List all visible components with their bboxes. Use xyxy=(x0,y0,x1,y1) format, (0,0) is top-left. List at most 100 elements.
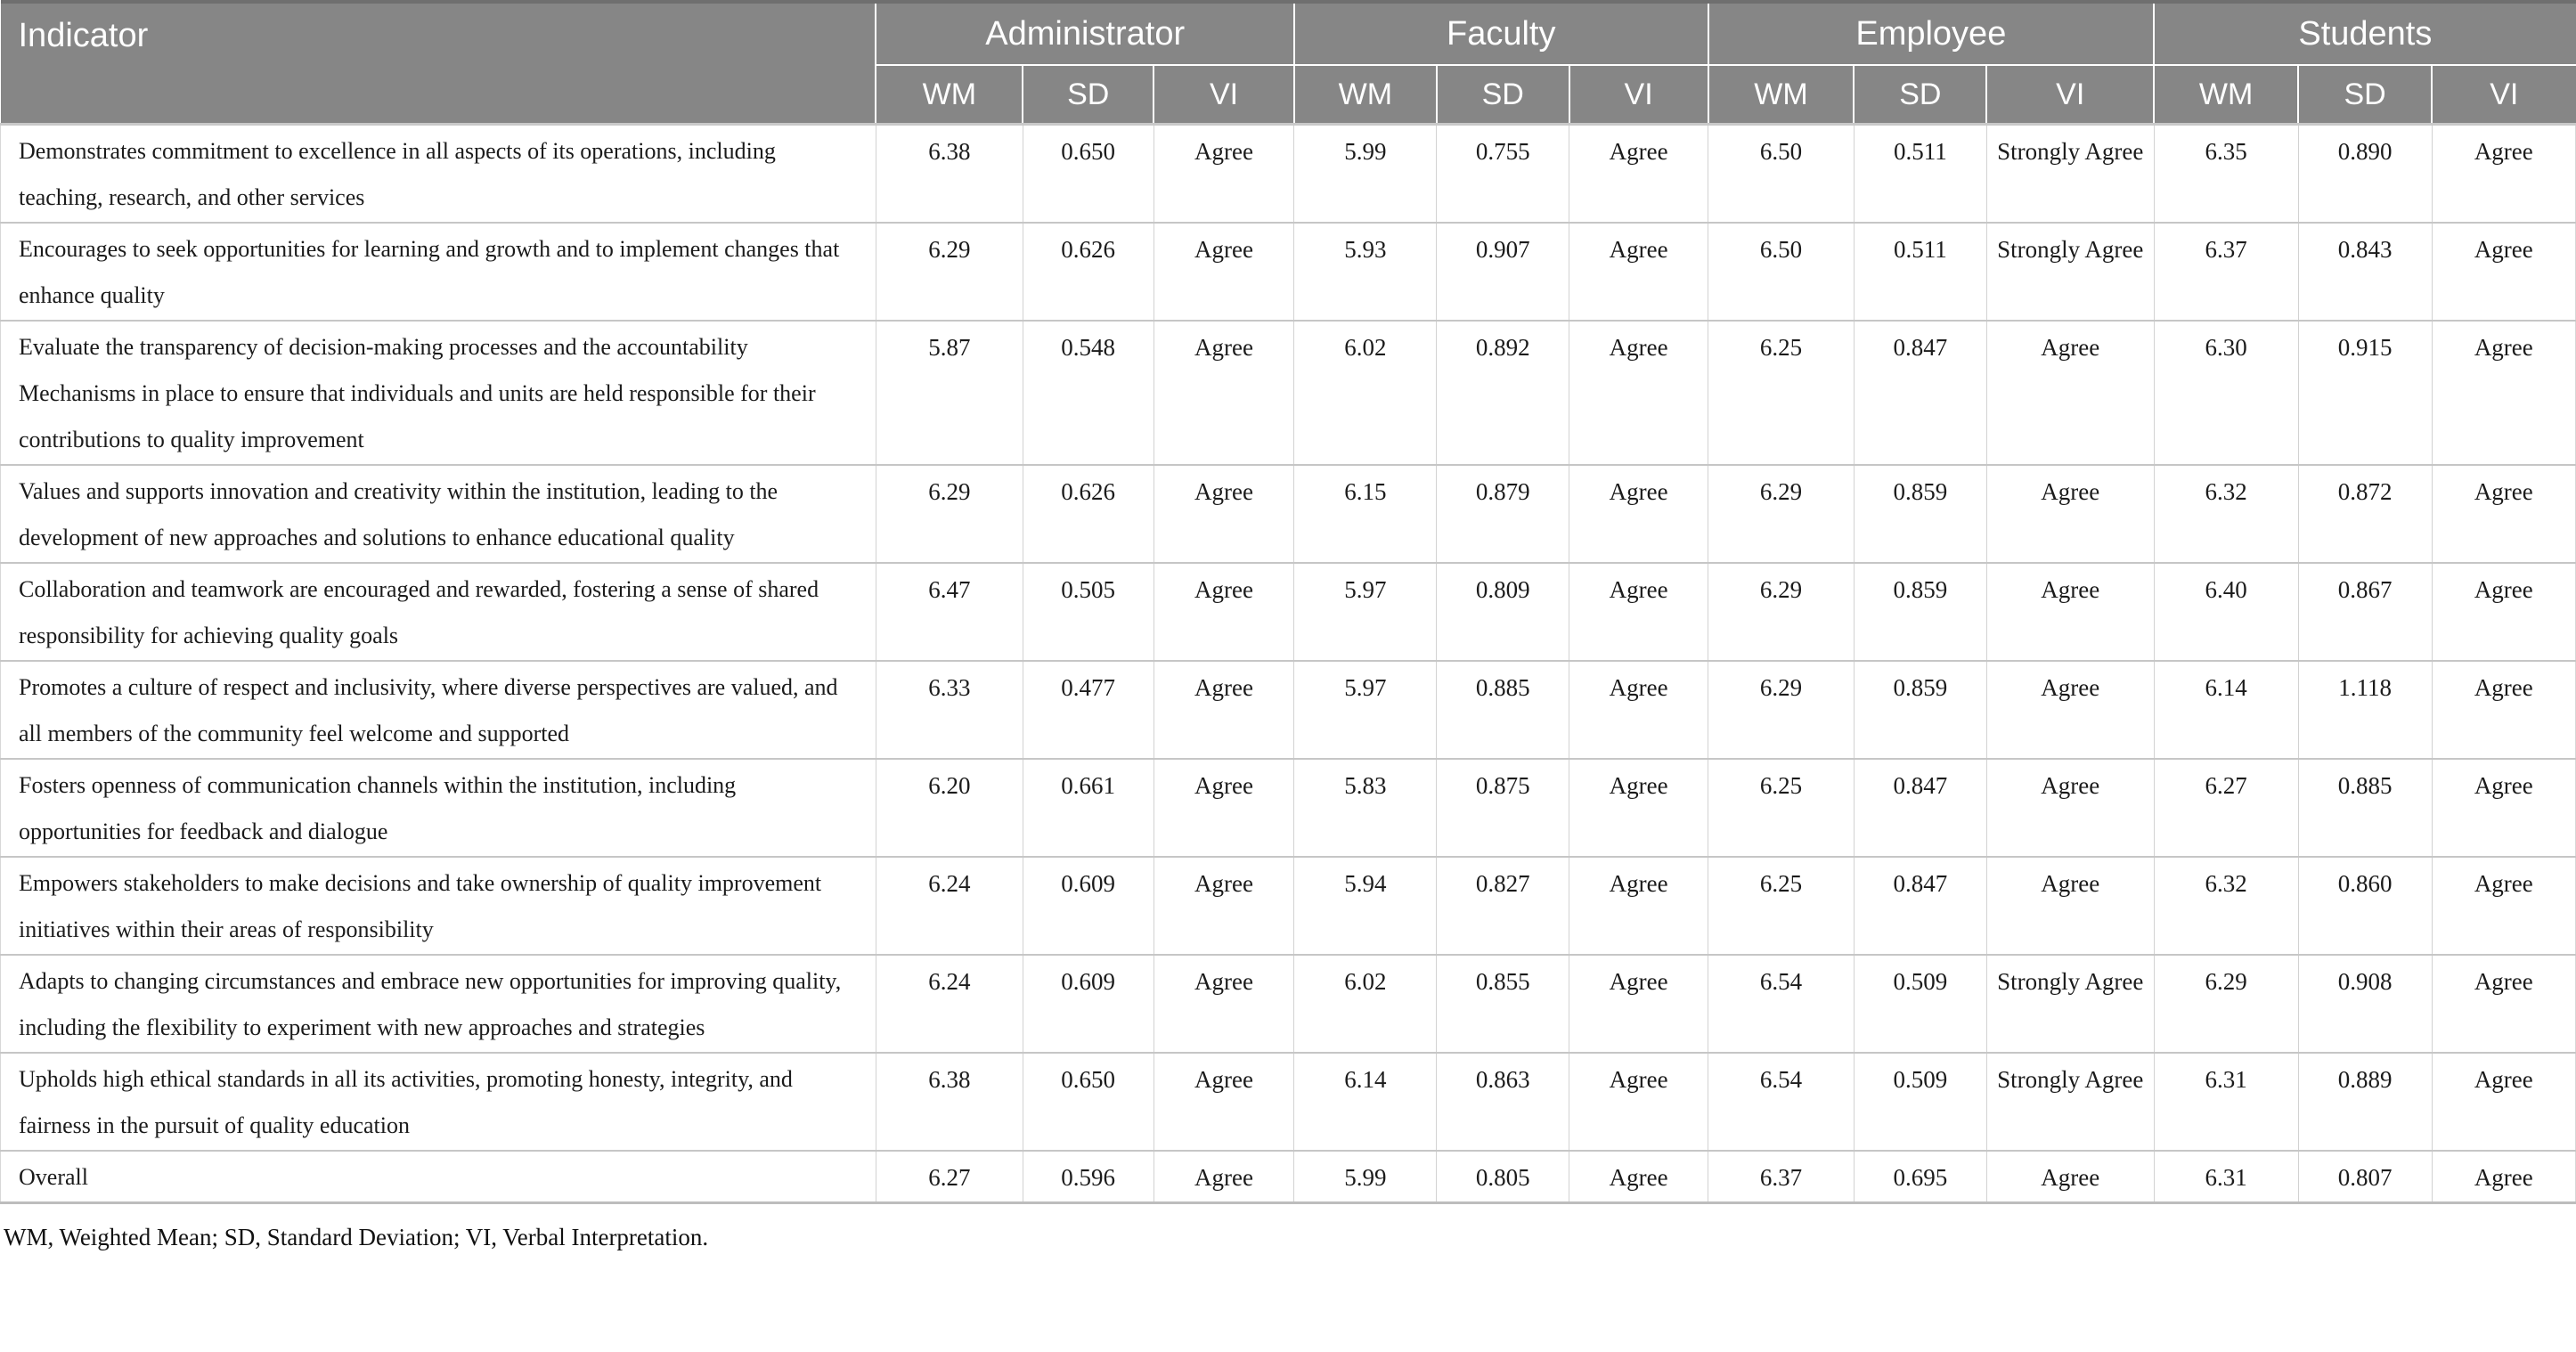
vi-cell: Agree xyxy=(2431,1052,2576,1152)
vi-cell: Agree xyxy=(2431,758,2576,858)
subheader-wm: WM xyxy=(1707,64,1855,126)
sd-cell: 0.626 xyxy=(1022,222,1154,322)
wm-cell: 6.30 xyxy=(2153,320,2299,466)
sd-cell: 0.885 xyxy=(2297,758,2433,858)
vi-cell: Agree xyxy=(1569,954,1708,1054)
wm-cell: 6.38 xyxy=(875,1052,1023,1152)
wm-cell: 6.29 xyxy=(875,222,1023,322)
sd-cell: 0.755 xyxy=(1436,123,1570,224)
vi-cell: Agree xyxy=(2431,660,2576,760)
wm-cell: 6.54 xyxy=(1708,1052,1855,1152)
sd-cell: 0.650 xyxy=(1022,123,1154,224)
vi-cell: Agree xyxy=(1569,320,1708,466)
wm-cell: 6.02 xyxy=(1293,320,1438,466)
table-footnote: WM, Weighted Mean; SD, Standard Deviatio… xyxy=(4,1224,709,1250)
indicator-cell: Adapts to changing circumstances and emb… xyxy=(0,954,876,1054)
sd-cell: 0.505 xyxy=(1022,562,1154,662)
vi-cell: Agree xyxy=(1153,562,1295,662)
indicator-cell: Empowers stakeholders to make decisions … xyxy=(0,856,876,956)
wm-cell: 6.24 xyxy=(875,954,1023,1054)
subheader-sd: SD xyxy=(1853,64,1988,126)
vi-cell: Agree xyxy=(1153,320,1295,466)
sd-cell: 0.863 xyxy=(1436,1052,1570,1152)
wm-cell: 6.47 xyxy=(875,562,1023,662)
wm-cell: 6.40 xyxy=(2153,562,2299,662)
table-row: Collaboration and teamwork are encourage… xyxy=(0,562,2576,662)
sd-cell: 0.890 xyxy=(2297,123,2433,224)
subheader-vi: VI xyxy=(1568,64,1709,126)
sd-cell: 0.859 xyxy=(1853,660,1987,760)
wm-cell: 6.29 xyxy=(1708,562,1855,662)
indicator-cell: Evaluate the transparency of decision-ma… xyxy=(0,320,876,466)
vi-cell: Agree xyxy=(2431,222,2576,322)
group-header-faculty: Faculty xyxy=(1292,2,1709,66)
wm-cell: 6.27 xyxy=(2153,758,2299,858)
group-header-employee: Employee xyxy=(1707,2,2156,66)
vi-cell: Agree xyxy=(1153,222,1295,322)
sd-cell: 0.843 xyxy=(2297,222,2433,322)
vi-cell: Agree xyxy=(1985,464,2155,564)
sd-cell: 0.892 xyxy=(1436,320,1570,466)
sd-cell: 0.855 xyxy=(1436,954,1570,1054)
sd-cell: 0.661 xyxy=(1022,758,1154,858)
wm-cell: 6.50 xyxy=(1708,222,1855,322)
sd-cell: 0.609 xyxy=(1022,856,1154,956)
sd-cell: 0.867 xyxy=(2297,562,2433,662)
wm-cell: 6.14 xyxy=(2153,660,2299,760)
wm-cell: 6.02 xyxy=(1293,954,1438,1054)
sd-cell: 0.509 xyxy=(1853,1052,1987,1152)
vi-cell: Agree xyxy=(2431,1150,2576,1204)
table-row: Overall 6.27 0.596 Agree 5.99 0.805 Agree 6.37 0… xyxy=(0,1150,2576,1204)
wm-cell: 6.20 xyxy=(875,758,1023,858)
vi-cell: Agree xyxy=(1569,464,1708,564)
sd-cell: 0.807 xyxy=(2297,1150,2433,1204)
vi-cell: Agree xyxy=(1569,1150,1708,1204)
vi-cell: Agree xyxy=(2431,464,2576,564)
sd-cell: 0.875 xyxy=(1436,758,1570,858)
vi-cell: Strongly Agree xyxy=(1985,123,2155,224)
table-row: Empowers stakeholders to make decisions … xyxy=(0,856,2576,956)
vi-cell: Agree xyxy=(1985,758,2155,858)
sd-cell: 0.626 xyxy=(1022,464,1154,564)
indicator-cell: Overall xyxy=(0,1150,876,1204)
table-row: Values and supports innovation and creat… xyxy=(0,464,2576,564)
vi-cell: Agree xyxy=(1153,758,1295,858)
subheader-wm: WM xyxy=(876,64,1024,126)
sd-cell: 0.908 xyxy=(2297,954,2433,1054)
wm-cell: 5.99 xyxy=(1293,123,1438,224)
sd-cell: 0.859 xyxy=(1853,464,1987,564)
vi-cell: Agree xyxy=(1569,1052,1708,1152)
wm-cell: 6.25 xyxy=(1708,758,1855,858)
results-table-wrapper: Indicator Administrator Faculty Employee… xyxy=(0,0,2576,1250)
subheader-wm: WM xyxy=(1292,64,1438,126)
sd-cell: 0.809 xyxy=(1436,562,1570,662)
table-row: Evaluate the transparency of decision-ma… xyxy=(0,320,2576,466)
sd-cell: 0.805 xyxy=(1436,1150,1570,1204)
indicator-cell: Values and supports innovation and creat… xyxy=(0,464,876,564)
indicator-cell: Fosters openness of communication channe… xyxy=(0,758,876,858)
indicator-cell: Collaboration and teamwork are encourage… xyxy=(0,562,876,662)
sd-cell: 0.860 xyxy=(2297,856,2433,956)
subheader-sd: SD xyxy=(1435,64,1570,126)
table-row: Encourages to seek opportunities for lea… xyxy=(0,222,2576,322)
sd-cell: 0.609 xyxy=(1022,954,1154,1054)
table-row: Upholds high ethical standards in all it… xyxy=(0,1052,2576,1152)
wm-cell: 5.87 xyxy=(875,320,1023,466)
subheader-vi: VI xyxy=(1153,64,1295,126)
sd-cell: 0.859 xyxy=(1853,562,1987,662)
vi-cell: Agree xyxy=(2431,123,2576,224)
sd-cell: 0.907 xyxy=(1436,222,1570,322)
group-header-students: Students xyxy=(2153,2,2576,66)
table-row: Demonstrates commitment to excellence in… xyxy=(0,123,2576,224)
wm-cell: 6.37 xyxy=(1708,1150,1855,1204)
sd-cell: 0.650 xyxy=(1022,1052,1154,1152)
vi-cell: Agree xyxy=(1153,660,1295,760)
table-row: Promotes a culture of respect and inclus… xyxy=(0,660,2576,760)
wm-cell: 6.15 xyxy=(1293,464,1438,564)
sd-cell: 0.879 xyxy=(1436,464,1570,564)
vi-cell: Agree xyxy=(1985,1150,2155,1204)
wm-cell: 6.33 xyxy=(875,660,1023,760)
table-body: Demonstrates commitment to excellence in… xyxy=(0,123,2576,1204)
wm-cell: 5.97 xyxy=(1293,562,1438,662)
subheader-vi: VI xyxy=(1985,64,2156,126)
